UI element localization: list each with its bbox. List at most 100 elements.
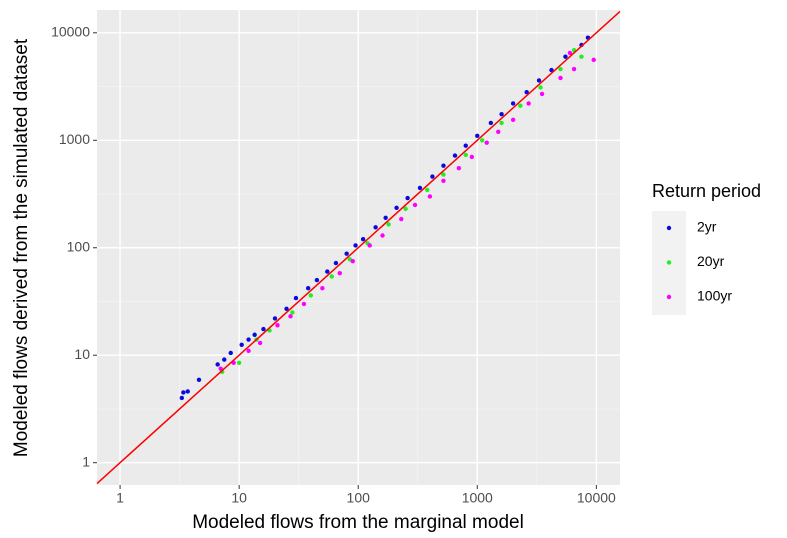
legend-key (666, 260, 672, 265)
point (484, 140, 489, 145)
point (510, 101, 516, 106)
point (246, 348, 251, 353)
point (538, 85, 543, 90)
legend-label: 100yr (697, 288, 732, 304)
y-tick-label: 1 (82, 453, 90, 469)
legend-label: 20yr (697, 253, 725, 269)
point (526, 101, 531, 106)
point (558, 75, 563, 81)
point (329, 274, 334, 279)
point (290, 310, 295, 315)
point (284, 306, 289, 312)
x-tick-label: 10000 (577, 490, 616, 506)
point (272, 316, 278, 321)
point (488, 120, 494, 126)
point (179, 395, 185, 401)
point (496, 129, 501, 134)
y-tick-label: 10000 (51, 24, 90, 40)
point (518, 103, 523, 108)
y-tick-label: 10 (74, 346, 90, 362)
point (261, 326, 266, 332)
point (452, 153, 458, 158)
point (320, 286, 325, 291)
point (417, 185, 423, 191)
x-axis-title: Modeled flows from the marginal model (192, 512, 524, 533)
point (549, 67, 554, 73)
point (383, 215, 388, 220)
point (524, 90, 529, 95)
point (430, 174, 435, 179)
point (373, 225, 378, 230)
point (441, 163, 446, 168)
point (380, 233, 385, 238)
point (463, 152, 468, 158)
y-tick-label: 1000 (59, 131, 90, 147)
point (441, 178, 446, 183)
point (305, 286, 311, 291)
point (252, 332, 257, 337)
point (246, 337, 251, 342)
point (456, 165, 462, 171)
point (314, 277, 320, 283)
point (558, 66, 563, 72)
point (257, 340, 263, 346)
point (463, 143, 468, 148)
y-axis-title: Modeled flows derived from the simulated… (11, 38, 32, 457)
point (469, 154, 475, 160)
point (228, 350, 233, 356)
point (427, 194, 433, 199)
point (325, 269, 330, 274)
point (425, 187, 430, 193)
point (399, 216, 404, 222)
point (293, 295, 299, 301)
point (288, 314, 293, 319)
point (275, 323, 280, 328)
point (499, 111, 504, 117)
legend-key (666, 225, 672, 231)
point (480, 138, 485, 143)
point (539, 91, 545, 97)
point (441, 172, 446, 177)
point (222, 357, 227, 362)
point (499, 120, 504, 126)
point (333, 260, 339, 266)
legend-key (666, 294, 672, 300)
point (301, 301, 307, 307)
point (308, 293, 314, 298)
x-tick-label: 100 (347, 490, 371, 506)
point (510, 117, 516, 123)
point (591, 57, 596, 63)
point (367, 243, 372, 248)
point (353, 243, 358, 248)
point (185, 389, 190, 394)
x-tick-label: 1000 (462, 490, 493, 506)
point (350, 258, 355, 264)
identity-line (96, 10, 621, 485)
point (386, 222, 391, 227)
y-tick-label: 100 (67, 238, 91, 254)
legend-title: Return period (652, 181, 761, 201)
point (236, 360, 242, 366)
point (360, 237, 366, 242)
point (337, 270, 342, 276)
point (412, 202, 418, 208)
point (344, 251, 349, 256)
point (239, 342, 244, 348)
point (405, 195, 410, 201)
point (567, 50, 573, 56)
point (475, 133, 480, 139)
point (579, 54, 584, 59)
point (394, 205, 399, 211)
x-tick-label: 1 (116, 490, 124, 506)
point (218, 366, 223, 371)
x-tick-label: 10 (231, 490, 247, 506)
point (536, 78, 542, 83)
point (181, 390, 186, 395)
point (196, 377, 202, 383)
point (563, 54, 568, 59)
point (215, 362, 220, 367)
legend-label: 2yr (697, 219, 717, 235)
point (403, 206, 408, 212)
point (571, 66, 577, 72)
